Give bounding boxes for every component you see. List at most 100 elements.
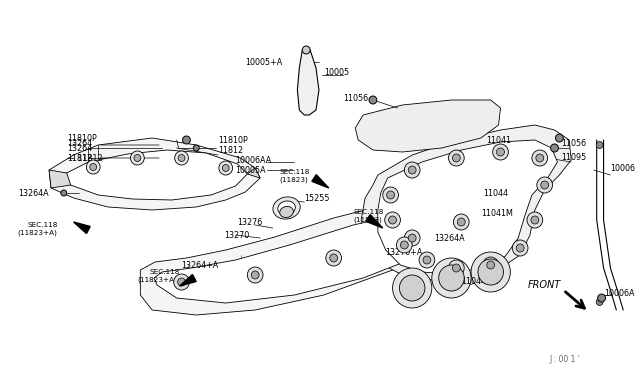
Circle shape <box>471 252 510 292</box>
Circle shape <box>383 187 399 203</box>
Circle shape <box>404 162 420 178</box>
Circle shape <box>90 164 97 170</box>
Circle shape <box>536 154 544 162</box>
Polygon shape <box>74 222 90 234</box>
Text: 11095: 11095 <box>561 153 587 161</box>
Circle shape <box>452 264 460 272</box>
Text: 10005A: 10005A <box>236 166 266 174</box>
Polygon shape <box>140 198 491 315</box>
Circle shape <box>550 144 559 152</box>
Circle shape <box>193 145 199 151</box>
Text: 13270: 13270 <box>224 231 249 240</box>
Circle shape <box>385 212 401 228</box>
Circle shape <box>432 258 471 298</box>
Text: 11041: 11041 <box>486 135 511 144</box>
Circle shape <box>392 268 432 308</box>
Ellipse shape <box>273 197 300 219</box>
Text: 10005: 10005 <box>324 67 349 77</box>
Text: 13264: 13264 <box>67 144 92 153</box>
Circle shape <box>387 191 394 199</box>
Text: J : 00 1 ': J : 00 1 ' <box>550 356 580 365</box>
Polygon shape <box>154 213 471 303</box>
Text: 11044: 11044 <box>483 189 508 198</box>
Circle shape <box>531 216 539 224</box>
Circle shape <box>178 278 186 286</box>
Circle shape <box>487 261 495 269</box>
Circle shape <box>598 294 605 302</box>
Circle shape <box>556 134 563 142</box>
Text: 10006AA: 10006AA <box>236 155 272 164</box>
Circle shape <box>330 254 338 262</box>
Polygon shape <box>180 275 196 286</box>
Circle shape <box>397 237 412 253</box>
Text: 11812: 11812 <box>67 154 92 163</box>
Polygon shape <box>378 140 557 274</box>
Circle shape <box>493 144 508 160</box>
Circle shape <box>302 46 310 54</box>
Text: 13264: 13264 <box>67 138 92 148</box>
Text: (11823): (11823) <box>280 177 308 183</box>
Text: 11810P: 11810P <box>67 134 97 142</box>
Polygon shape <box>298 50 319 115</box>
Text: 11056: 11056 <box>561 138 586 148</box>
Text: 13264+A: 13264+A <box>182 260 219 269</box>
Circle shape <box>596 298 603 305</box>
Text: — 11812: — 11812 <box>67 154 102 163</box>
Polygon shape <box>49 170 70 188</box>
Text: 10006A: 10006A <box>605 289 635 298</box>
Circle shape <box>419 252 435 268</box>
Circle shape <box>182 136 190 144</box>
Circle shape <box>532 150 548 166</box>
Circle shape <box>408 234 416 242</box>
Circle shape <box>596 141 603 148</box>
Circle shape <box>423 256 431 264</box>
Circle shape <box>175 151 188 165</box>
Circle shape <box>408 166 416 174</box>
Circle shape <box>537 177 552 193</box>
Circle shape <box>399 275 425 301</box>
Polygon shape <box>61 150 247 200</box>
Ellipse shape <box>280 206 293 218</box>
Circle shape <box>478 259 504 285</box>
Polygon shape <box>366 215 383 228</box>
Text: (11823+A): (11823+A) <box>138 277 177 283</box>
Text: SEC.118: SEC.118 <box>280 169 310 175</box>
Text: 10005+A: 10005+A <box>245 58 283 67</box>
Circle shape <box>388 216 397 224</box>
Circle shape <box>178 154 185 161</box>
Text: (11823+A): (11823+A) <box>18 230 58 236</box>
Text: 13264A: 13264A <box>434 234 465 243</box>
Circle shape <box>326 250 342 266</box>
Text: 13270+A: 13270+A <box>385 247 422 257</box>
Circle shape <box>404 230 420 246</box>
Text: 11041M: 11041M <box>481 208 513 218</box>
Text: SEC.118: SEC.118 <box>28 222 58 228</box>
Circle shape <box>449 260 464 276</box>
Polygon shape <box>361 125 571 280</box>
Text: (11823): (11823) <box>353 217 382 223</box>
Circle shape <box>449 150 464 166</box>
Text: SEC.118: SEC.118 <box>149 269 180 275</box>
Circle shape <box>61 190 67 196</box>
Polygon shape <box>49 138 260 210</box>
Circle shape <box>401 241 408 249</box>
Circle shape <box>458 218 465 226</box>
Text: 15255: 15255 <box>304 193 330 202</box>
Text: FRONT: FRONT <box>528 280 561 290</box>
Circle shape <box>222 164 229 171</box>
Circle shape <box>131 151 144 165</box>
Text: 11044+A: 11044+A <box>461 278 499 286</box>
Polygon shape <box>355 100 500 152</box>
Circle shape <box>512 240 528 256</box>
Circle shape <box>452 154 460 162</box>
Circle shape <box>541 181 548 189</box>
Circle shape <box>483 257 499 273</box>
Polygon shape <box>247 168 260 178</box>
Circle shape <box>134 154 141 161</box>
Circle shape <box>369 96 377 104</box>
Circle shape <box>527 212 543 228</box>
Text: 13276: 13276 <box>237 218 263 227</box>
Circle shape <box>497 148 504 156</box>
Ellipse shape <box>278 201 295 215</box>
Circle shape <box>252 271 259 279</box>
